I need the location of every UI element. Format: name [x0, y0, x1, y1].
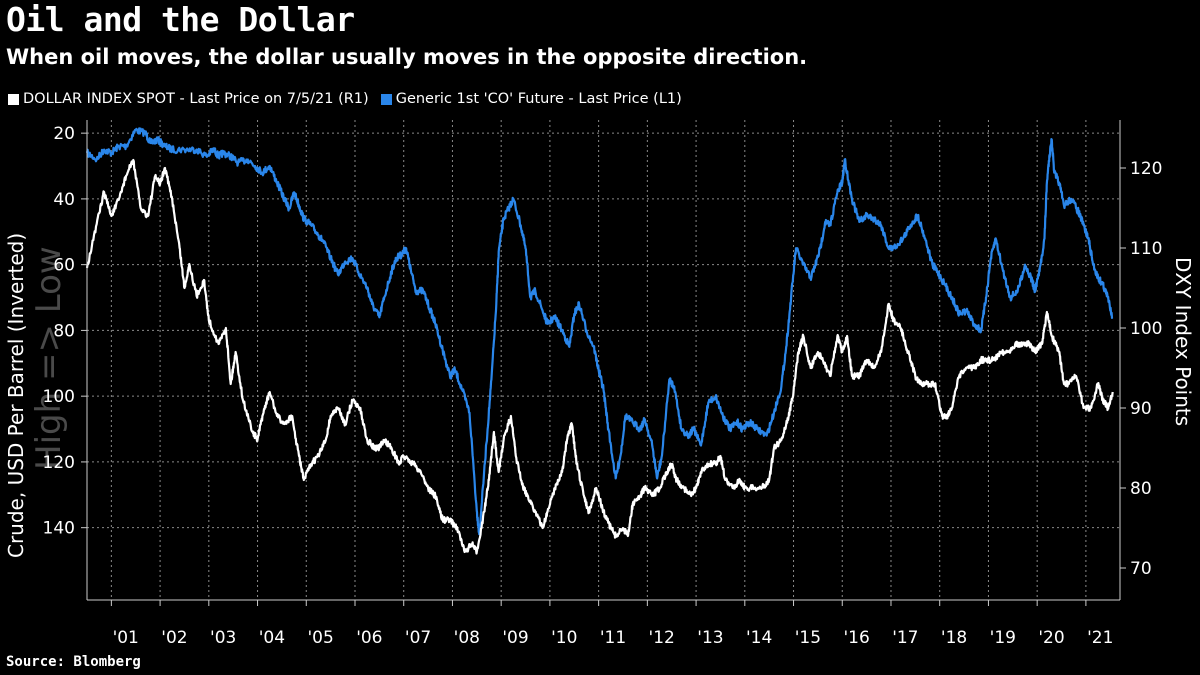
- x-tick-label: '18: [941, 628, 967, 648]
- left-tick-label: 20: [53, 124, 75, 144]
- legend-label-dollar: DOLLAR INDEX SPOT - Last Price on 7/5/21…: [23, 91, 369, 107]
- right-tick-label: 110: [1130, 239, 1162, 259]
- right-axis-title: DXY Index Points: [1171, 257, 1195, 426]
- right-tick-label: 80: [1130, 479, 1152, 499]
- legend: DOLLAR INDEX SPOT - Last Price on 7/5/21…: [8, 91, 682, 107]
- x-tick-label: '21: [1087, 628, 1113, 648]
- left-tick-label: 100: [43, 387, 75, 407]
- x-tick-label: '04: [259, 628, 285, 648]
- x-tick-label: '19: [990, 628, 1016, 648]
- legend-swatch-dollar: [8, 93, 19, 105]
- x-tick-label: '10: [551, 628, 577, 648]
- axes: 20 40 60 80 100 120 140 70 80 90 100 110 120 '01 '02 '0…: [43, 120, 1162, 648]
- legend-item-dollar: DOLLAR INDEX SPOT - Last Price on 7/5/21…: [8, 91, 369, 107]
- left-tick-label: 120: [43, 453, 75, 473]
- series-line-oil: [85, 127, 1114, 536]
- x-tick-label: '02: [161, 628, 187, 648]
- chart-subtitle: When oil moves, the dollar usually moves…: [6, 45, 808, 69]
- chart-title: Oil and the Dollar: [6, 0, 355, 39]
- x-tick-label: '14: [746, 628, 772, 648]
- x-tick-label: '17: [892, 628, 918, 648]
- x-tick-label: '12: [649, 628, 675, 648]
- x-tick-label: '16: [843, 628, 869, 648]
- x-tick-label: '06: [356, 628, 382, 648]
- axis-watermark: High => Low: [29, 246, 69, 470]
- x-tick-label: '13: [697, 628, 723, 648]
- left-tick-label: 80: [53, 321, 75, 341]
- x-tick-label: '15: [795, 628, 821, 648]
- right-tick-label: 90: [1130, 399, 1152, 419]
- legend-swatch-oil: [380, 93, 392, 105]
- x-tick-label: '07: [405, 628, 431, 648]
- x-tick-label: '09: [502, 628, 528, 648]
- right-tick-label: 120: [1130, 159, 1162, 179]
- x-tick-label: '08: [454, 628, 480, 648]
- legend-label-oil: Generic 1st 'CO' Future - Last Price (L1…: [395, 91, 682, 107]
- left-axis-title: Crude, USD Per Barrel (Inverted): [4, 233, 28, 558]
- x-tick-label: '11: [600, 628, 626, 648]
- x-tick-label: '03: [210, 628, 236, 648]
- series-line-dollar: [85, 158, 1114, 555]
- x-tick-label: '20: [1038, 628, 1064, 648]
- right-tick-label: 70: [1130, 559, 1152, 579]
- x-tick-label: '05: [307, 628, 333, 648]
- left-tick-label: 140: [43, 519, 75, 539]
- grid: [87, 120, 1120, 600]
- x-tick-label: '01: [113, 628, 139, 648]
- series-group: [85, 127, 1114, 555]
- left-tick-label: 40: [53, 190, 75, 210]
- source-note: Source: Blomberg: [6, 654, 141, 670]
- left-tick-label: 60: [53, 256, 75, 276]
- right-tick-label: 100: [1130, 319, 1162, 339]
- legend-item-oil: Generic 1st 'CO' Future - Last Price (L1…: [380, 91, 682, 107]
